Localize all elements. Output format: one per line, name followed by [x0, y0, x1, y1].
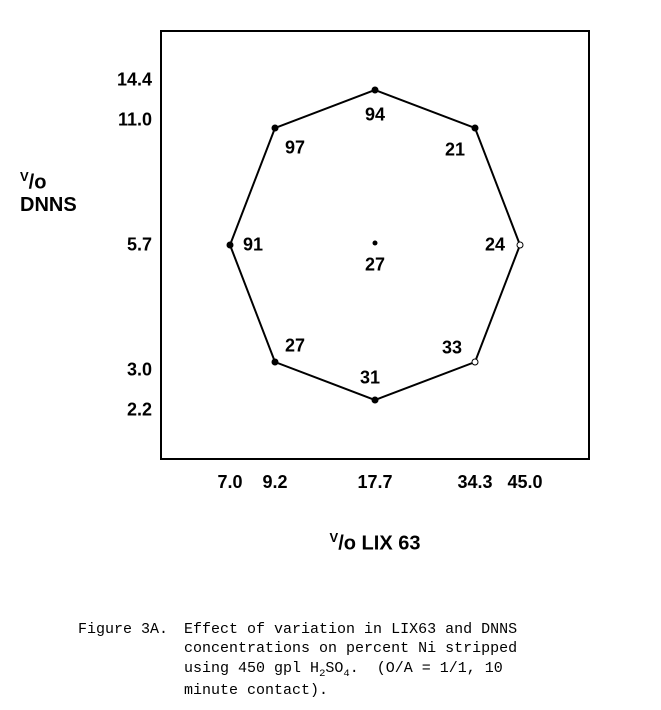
vertex-label-lower-right: 33: [442, 338, 462, 359]
center-label: 27: [365, 255, 385, 276]
vertex-dot-left: [227, 242, 234, 249]
ytick-1: 11.0: [118, 110, 152, 131]
y-axis-label: V/oDNNS: [20, 170, 77, 216]
caption-label: Figure 3A.: [78, 620, 168, 640]
vertex-label-bottom: 31: [360, 368, 380, 389]
vertex-dot-top: [372, 87, 379, 94]
vertex-dot-bottom: [372, 397, 379, 404]
polygon-outline: [0, 0, 661, 560]
vertex-label-right: 24: [485, 235, 505, 256]
vertex-label-left: 91: [243, 235, 263, 256]
vertex-dot-upper-left: [272, 125, 279, 132]
page: { "chart": { "type": "scatter-polygon", …: [0, 0, 661, 710]
xtick-3: 34.3: [457, 472, 492, 493]
x-axis-label: V/o LIX 63: [330, 530, 421, 556]
ytick-0: 14.4: [117, 70, 152, 91]
ytick-3: 3.0: [127, 360, 152, 381]
vertex-dot-lower-right: [472, 359, 479, 366]
ytick-4: 2.2: [127, 400, 152, 421]
figure-caption: Figure 3A.Effect of variation in LIX63 a…: [60, 600, 564, 701]
vertex-dot-lower-left: [272, 359, 279, 366]
vertex-dot-right: [517, 242, 524, 249]
vertex-label-top: 94: [365, 105, 385, 126]
vertex-label-lower-left: 27: [285, 336, 305, 357]
vertex-label-upper-left: 97: [285, 138, 305, 159]
ytick-2: 5.7: [127, 235, 152, 256]
caption-text: Effect of variation in LIX63 and DNNS co…: [168, 620, 564, 701]
vertex-label-upper-right: 21: [445, 140, 465, 161]
xtick-4: 45.0: [507, 472, 542, 493]
xtick-1: 9.2: [262, 472, 287, 493]
xtick-0: 7.0: [217, 472, 242, 493]
center-dot: [373, 241, 378, 246]
xtick-2: 17.7: [357, 472, 392, 493]
vertex-dot-upper-right: [472, 125, 479, 132]
